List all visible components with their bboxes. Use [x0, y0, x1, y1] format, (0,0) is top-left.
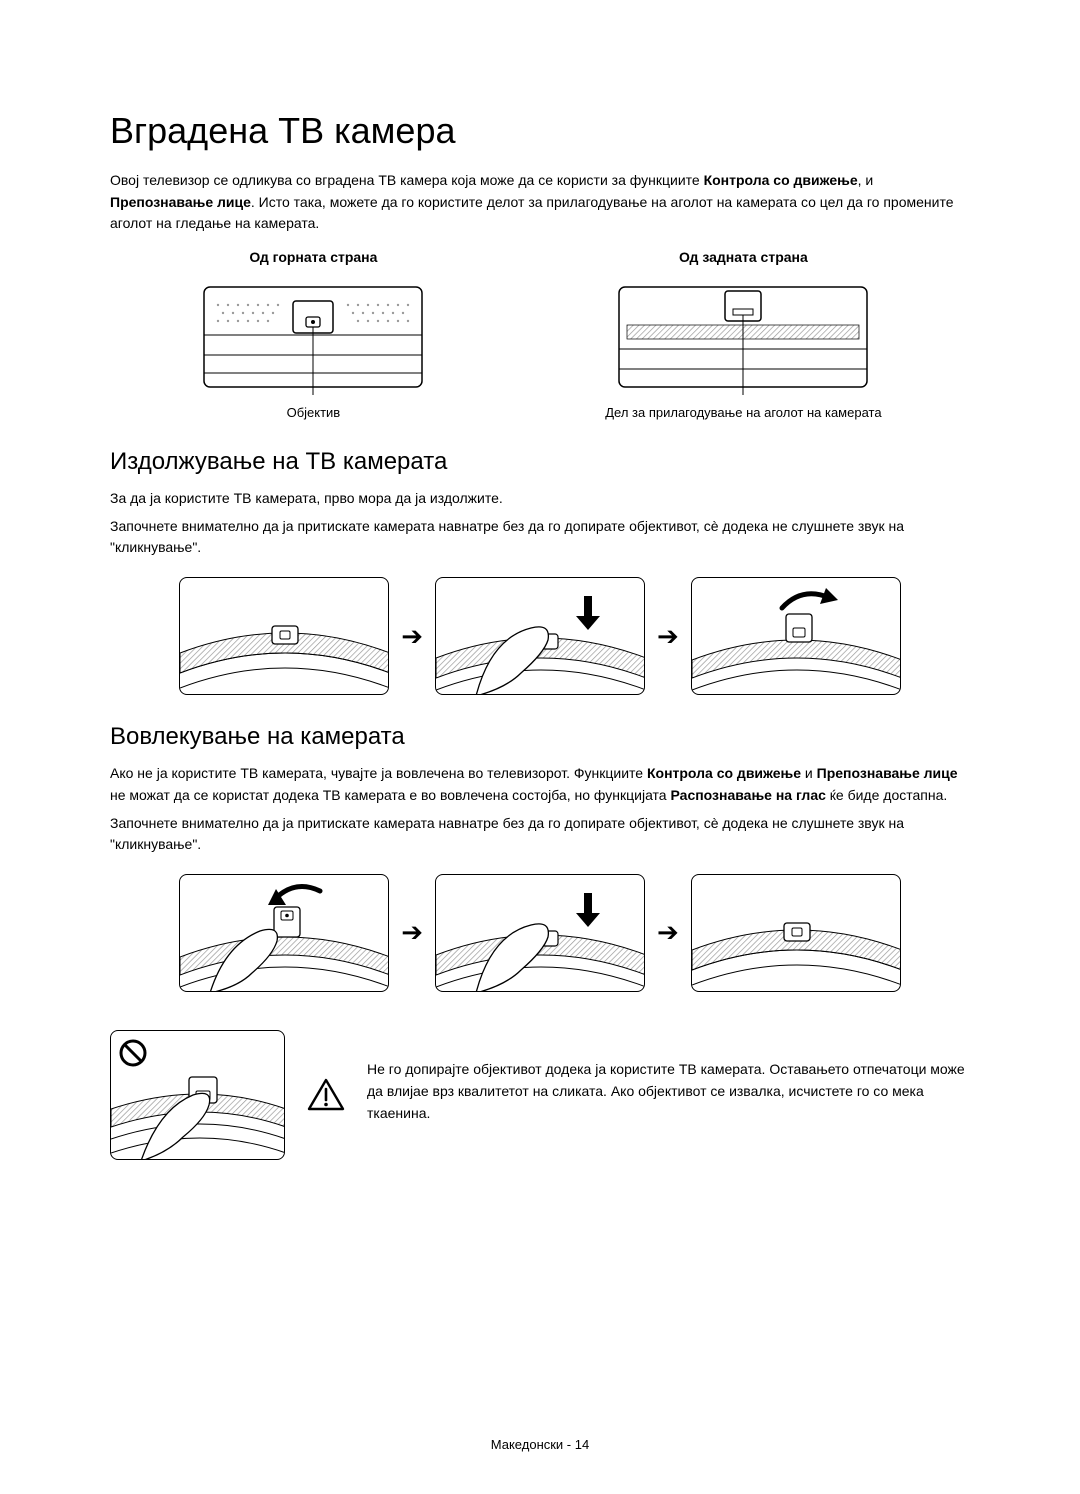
step-box: [435, 577, 645, 695]
page-footer: Македонски - 14: [0, 1437, 1080, 1452]
intro-seg1: Овој телевизор се одликува со вградена Т…: [110, 172, 704, 188]
arrow-right-icon: ➔: [401, 621, 423, 652]
section1-p1: За да ја користите ТВ камерата, прво мор…: [110, 488, 970, 510]
section2-heading: Вовлекување на камерата: [110, 723, 970, 751]
view-top-caption: Објектив: [198, 405, 428, 420]
views-row: Од горната страна: [110, 249, 970, 420]
section1-steps: ➔ ➔: [110, 577, 970, 695]
section2-steps: ➔ ➔: [110, 874, 970, 992]
section2-p1: Ако не ја користите ТВ камерата, чувајте…: [110, 763, 970, 806]
step-box: [179, 577, 389, 695]
s2p1c: и: [801, 765, 817, 781]
arrow-right-icon: ➔: [657, 917, 679, 948]
warning-triangle-icon: [307, 1078, 345, 1112]
step-box: [179, 874, 389, 992]
warning-text: Не го допирајте објективот додека ја кор…: [367, 1059, 970, 1130]
s2p1b3: Распознавање на глас: [671, 787, 826, 803]
arrow-right-icon: ➔: [657, 621, 679, 652]
warning-row: Не го допирајте објективот додека ја кор…: [110, 1030, 970, 1160]
section1-p2: Започнете внимателно да ја притискате ка…: [110, 516, 970, 559]
intro-bold2: Препознавање лице: [110, 194, 251, 210]
section1-heading: Издолжување на ТВ камерата: [110, 448, 970, 476]
step-box: [691, 874, 901, 992]
view-top-label: Од горната страна: [198, 249, 428, 265]
s2p1b1: Контрола со движење: [647, 765, 801, 781]
view-back-caption: Дел за прилагодување на аголот на камера…: [605, 405, 881, 420]
s2p1e: ќе биде достапна.: [826, 787, 947, 803]
page-title: Вградена ТВ камера: [110, 110, 970, 152]
view-back-col: Од задната страна Дел за прилагодувањ: [605, 249, 881, 420]
warning-illustration: [110, 1030, 285, 1160]
page: Вградена ТВ камера Овој телевизор се одл…: [0, 0, 1080, 1494]
intro-bold1: Контрола со движење: [704, 172, 858, 188]
s2p1b2: Препознавање лице: [817, 765, 958, 781]
section2-p2: Започнете внимателно да ја притискате ка…: [110, 813, 970, 856]
step-box: [435, 874, 645, 992]
intro-seg2: , и: [858, 172, 874, 188]
arrow-right-icon: ➔: [401, 917, 423, 948]
s2p1d: не можат да се користат додека ТВ камера…: [110, 787, 671, 803]
view-top-col: Од горната страна: [198, 249, 428, 420]
view-back-label: Од задната страна: [605, 249, 881, 265]
step-box: [691, 577, 901, 695]
warning-paragraph: Не го допирајте објективот додека ја кор…: [367, 1059, 970, 1124]
tv-back-illustration: [613, 277, 873, 397]
intro-paragraph: Овој телевизор се одликува со вградена Т…: [110, 170, 970, 235]
tv-top-illustration: [198, 277, 428, 397]
s2p1a: Ако не ја користите ТВ камерата, чувајте…: [110, 765, 647, 781]
